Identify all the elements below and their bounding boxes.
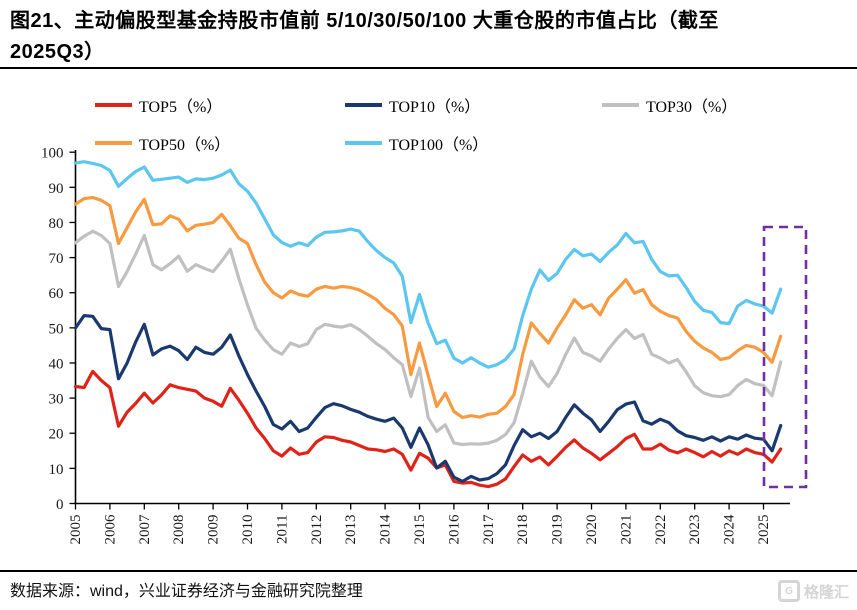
legend-swatch-top5 <box>95 103 132 107</box>
x-tick-label: 2020 <box>584 515 600 545</box>
x-tick-label: 2018 <box>515 515 531 545</box>
x-tick-label: 2014 <box>378 514 394 545</box>
x-tick-label: 2015 <box>412 515 428 545</box>
data-source-note: 数据来源：wind，兴业证券经济与金融研究院整理 <box>10 583 363 600</box>
x-tick-label: 2012 <box>309 515 325 545</box>
x-tick-label: 2011 <box>274 515 290 544</box>
legend-label-top5: TOP5（%） <box>139 99 223 116</box>
x-tick-label: 2021 <box>618 515 634 545</box>
legend-item-top30: TOP30（%） <box>602 95 738 116</box>
legend-item-top100: TOP100（%） <box>345 133 489 154</box>
series-line-top10 <box>73 314 783 483</box>
x-tick-label: 2010 <box>240 515 256 545</box>
legend-item-top10: TOP10（%） <box>345 95 481 116</box>
x-tick-label: 2005 <box>68 515 84 545</box>
legend-swatch-top100 <box>345 141 382 145</box>
highlight-box-2025 <box>762 225 808 489</box>
top-divider <box>0 67 857 69</box>
x-tick-label: 2023 <box>687 515 703 545</box>
watermark-label: 格隆汇 <box>803 583 849 601</box>
chart-title: 图21、主动偏股型基金持股市值前 5/10/30/50/100 大重仓股的市值占… <box>10 6 840 68</box>
chart-title-line2: 2025Q3） <box>10 41 105 63</box>
y-tick-label: 40 <box>49 356 64 372</box>
x-tick-label: 2017 <box>481 514 497 545</box>
legend-item-top5: TOP5（%） <box>95 95 223 116</box>
watermark: G 格隆汇 <box>777 580 849 602</box>
y-tick-label: 10 <box>49 462 64 478</box>
legend-label-top10: TOP10（%） <box>389 99 481 116</box>
gelonghui-logo-icon: G <box>777 580 800 602</box>
series-line-top50 <box>73 195 783 419</box>
x-tick-label: 2016 <box>446 514 462 545</box>
x-tick-label: 2009 <box>206 515 222 545</box>
y-tick-label: 0 <box>56 497 64 513</box>
series-line-top100 <box>73 160 783 369</box>
x-tick-label: 2008 <box>171 515 187 545</box>
legend-label-top50: TOP50（%） <box>139 137 231 154</box>
legend-swatch-top30 <box>602 103 639 107</box>
legend-label-top30: TOP30（%） <box>646 99 738 116</box>
series-line-top30 <box>73 229 783 447</box>
y-tick-label: 20 <box>49 427 64 443</box>
y-tick-label: 30 <box>49 392 64 408</box>
x-tick-label: 2007 <box>137 514 153 545</box>
x-tick-label: 2006 <box>102 514 118 545</box>
y-tick-label: 60 <box>49 286 64 302</box>
y-tick-label: 70 <box>49 251 64 267</box>
legend-swatch-top10 <box>345 103 382 107</box>
x-tick-label: 2019 <box>550 515 566 545</box>
x-tick-label: 2022 <box>653 515 669 545</box>
y-tick-label: 100 <box>41 146 64 162</box>
legend-label-top100: TOP100（%） <box>389 137 489 154</box>
y-tick-label: 90 <box>49 181 64 197</box>
bottom-divider <box>0 570 857 572</box>
chart-title-line1: 图21、主动偏股型基金持股市值前 5/10/30/50/100 大重仓股的市值占… <box>10 10 719 32</box>
x-tick-label: 2025 <box>756 515 772 545</box>
x-tick-label: 2024 <box>722 514 738 545</box>
y-tick-label: 50 <box>49 321 64 337</box>
series-line-top5 <box>73 369 783 489</box>
x-tick-label: 2013 <box>343 515 359 545</box>
y-tick-label: 80 <box>49 216 64 232</box>
legend-item-top50: TOP50（%） <box>95 133 231 154</box>
legend-swatch-top50 <box>95 141 132 145</box>
